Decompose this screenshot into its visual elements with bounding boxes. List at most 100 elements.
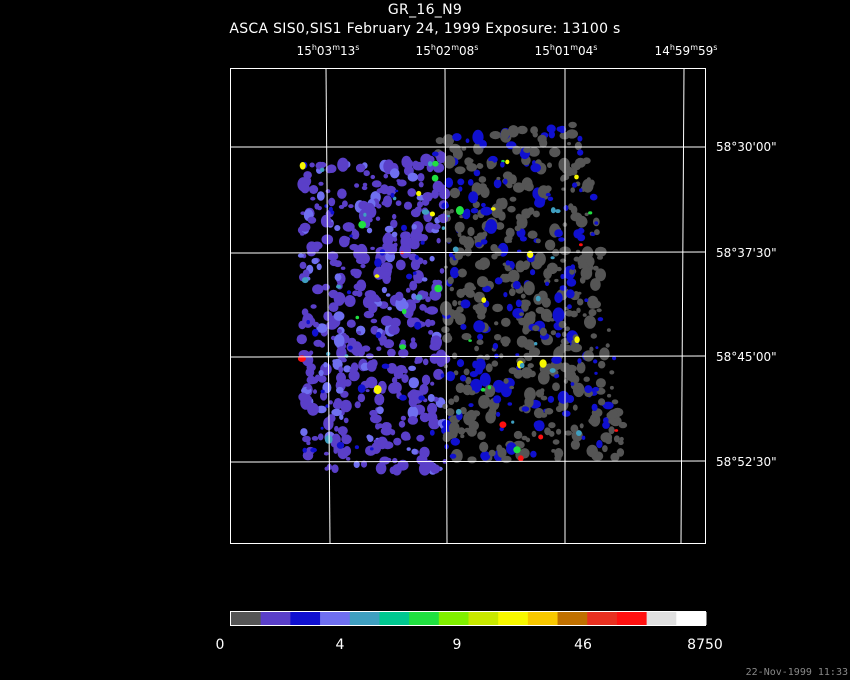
photon-blob [360, 263, 366, 269]
photon-blob [532, 325, 540, 332]
colorbar-swatch [409, 612, 440, 625]
photon-blob [482, 285, 492, 293]
photon-blob [461, 146, 467, 151]
photon-blob [392, 457, 398, 464]
photon-blob [407, 406, 419, 419]
photon-blob [557, 390, 570, 404]
photon-blob [492, 303, 503, 313]
photon-blob [415, 294, 423, 301]
photon-blob [383, 173, 389, 179]
photon-blob [470, 286, 476, 291]
photon-blob [385, 243, 398, 255]
photon-blob [582, 178, 594, 193]
photon-blob [457, 232, 462, 238]
photon-blob [356, 279, 367, 292]
photon-blob [546, 124, 556, 133]
photon-blob [550, 330, 557, 336]
photon-blob [380, 315, 393, 326]
colorbar-swatch [290, 612, 321, 625]
photon-blob [454, 221, 465, 233]
photon-blob [397, 300, 409, 311]
photon-blob [503, 178, 508, 185]
photon-blob [405, 287, 411, 293]
photon-blob [460, 407, 467, 415]
photon-blob [429, 255, 435, 262]
photon-blob [554, 278, 559, 283]
photon-blob [521, 367, 533, 379]
photon-blob [392, 196, 397, 201]
photon-blob [584, 385, 593, 394]
photon-blob [570, 382, 575, 386]
photon-blob [527, 363, 534, 369]
photon-blob [318, 375, 327, 383]
photon-blob [431, 189, 440, 199]
photon-blob [532, 210, 540, 218]
colorbar-label-3: 9 [452, 637, 462, 653]
photon-blob [390, 192, 395, 198]
photon-blob [444, 177, 454, 188]
photon-blob [433, 368, 444, 380]
photon-blob [566, 278, 577, 287]
photon-blob [580, 266, 593, 280]
photon-blob [520, 293, 526, 299]
photon-blob [515, 299, 522, 308]
photon-blob [391, 376, 398, 384]
photon-blob [530, 126, 538, 135]
photon-blob [305, 367, 315, 377]
photon-blob [468, 191, 479, 204]
photon-blob [572, 161, 582, 171]
photon-blob [336, 284, 342, 289]
photon-blob [316, 405, 327, 414]
photon-blob [455, 382, 465, 394]
photon-blob [300, 428, 308, 437]
photon-blob [332, 359, 337, 364]
photon-blob [582, 313, 587, 317]
photon-blob [481, 297, 487, 303]
photon-blob [487, 385, 492, 390]
photon-blob [406, 317, 416, 328]
photon-blob [449, 209, 454, 214]
photon-blob [539, 327, 548, 336]
photon-blob [459, 235, 468, 245]
photon-blob [384, 225, 394, 233]
photon-blob [316, 323, 328, 333]
photon-blob [400, 415, 406, 421]
photon-blob [450, 437, 460, 446]
photon-blob [568, 168, 578, 176]
photon-blob [306, 386, 311, 390]
photon-blob [468, 339, 472, 342]
photon-blob [337, 426, 348, 436]
photon-blob [541, 297, 551, 308]
photon-blob [346, 290, 352, 295]
photon-blob [463, 411, 475, 426]
photon-blob [591, 403, 598, 412]
photon-blob [303, 171, 312, 180]
photon-blob [354, 445, 359, 450]
photon-blob [548, 422, 556, 429]
photon-blob [463, 368, 470, 376]
photon-blob [311, 328, 319, 337]
photon-blob [306, 320, 311, 325]
photon-blob [466, 163, 478, 172]
photon-blob [380, 184, 389, 195]
photon-blob [439, 187, 451, 200]
photon-blob [414, 359, 419, 364]
photon-blob [570, 205, 578, 215]
photon-blob [508, 174, 517, 185]
photon-blob [412, 271, 417, 275]
photon-blob [484, 455, 488, 459]
photon-blob [340, 266, 346, 270]
photon-blob [597, 317, 604, 322]
photon-blob [576, 307, 581, 313]
photon-blob [491, 360, 499, 367]
photon-blob [327, 221, 334, 227]
photon-blob [428, 418, 441, 430]
photon-blob [477, 333, 484, 341]
photon-blob [527, 230, 538, 239]
grid-ra-1 [325, 67, 331, 544]
photon-blob [302, 447, 307, 453]
photon-blob [589, 193, 598, 201]
photon-blob [435, 137, 444, 145]
photon-blob [499, 421, 507, 429]
photon-blob [468, 403, 474, 408]
